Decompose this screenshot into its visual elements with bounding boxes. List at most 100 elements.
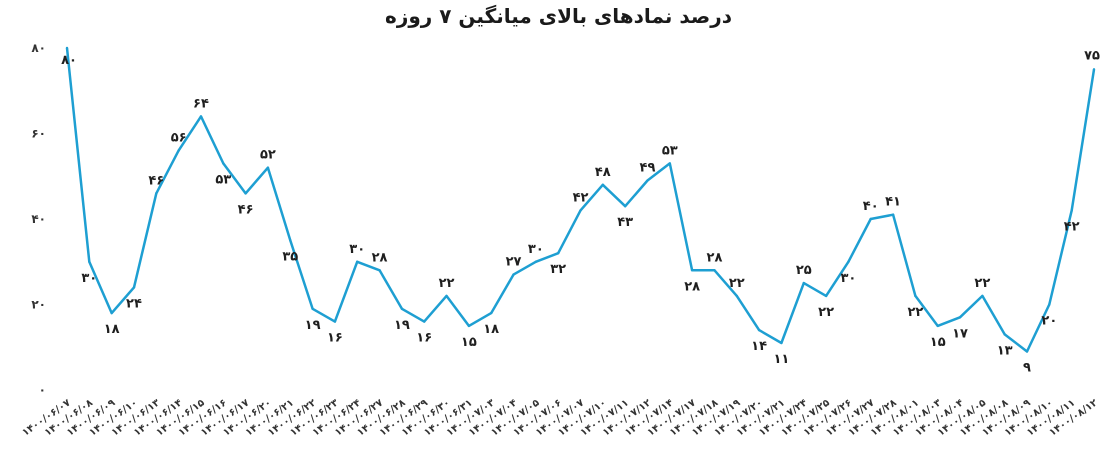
y-tick-label: ۴۰ [31,212,46,226]
data-point [266,166,270,169]
data-label: ۳۰ [840,271,856,286]
data-point [1048,303,1051,306]
data-label: ۶۴ [193,96,209,111]
data-label: ۲۸ [684,279,700,294]
data-point [1025,350,1029,353]
data-label: ۱۵ [461,335,477,350]
data-point [512,273,515,276]
data-point [333,320,337,323]
y-tick-label: ۲۰ [31,298,46,312]
data-point [467,324,471,328]
data-point [177,149,180,152]
data-point [914,294,917,298]
y-tick-label: ۸۰ [31,41,46,55]
data-point [65,46,69,50]
data-point [556,252,560,255]
data-label: ۴۲ [573,190,589,205]
data-label: ۱۴ [751,339,767,354]
data-point [199,115,203,118]
data-point [423,320,426,323]
data-label: ۲۷ [506,255,522,270]
data-point [981,294,984,298]
data-label: ۲۸ [372,250,388,265]
data-label: ۱۷ [952,326,968,341]
data-label: ۱۸ [483,322,499,337]
data-point [735,294,738,298]
data-point [132,286,136,289]
data-label: ۵۳ [662,143,678,158]
data-point [378,269,381,272]
data-point [757,328,761,332]
data-point [690,269,694,272]
data-label: ۲۲ [439,276,455,291]
data-label: ۳۰ [81,271,97,286]
data-label: ۲۴ [126,296,142,311]
data-label: ۲۲ [907,305,923,320]
data-label: ۲۰ [1041,314,1057,329]
data-label: ۳۰ [349,242,365,257]
data-label: ۴۹ [640,161,656,176]
data-label: ۴۰ [863,199,879,214]
data-point [1092,68,1096,71]
data-label: ۲۲ [818,305,834,320]
data-label: ۳۰ [528,242,544,257]
data-point [155,192,158,195]
chart-title: درصد نمادهای بالای میانگین ۷ روزه [385,4,732,28]
data-label: ۱۶ [416,331,432,346]
data-point [534,260,538,263]
data-label: ۴۶ [238,202,254,217]
data-point [936,324,939,328]
data-label: ۲۸ [707,250,723,265]
data-label: ۴۸ [595,165,611,180]
data-label: ۴۲ [1064,219,1080,234]
data-label: ۳۲ [550,262,566,277]
data-point [311,307,314,310]
data-point [289,239,292,242]
data-point [891,213,895,216]
data-point [489,311,493,315]
data-point [110,311,113,315]
data-point [958,316,962,319]
data-label: ۱۵ [930,335,946,350]
data-point [646,179,649,182]
data-point [847,260,850,263]
data-point [780,341,783,345]
data-label: ۳۵ [282,249,298,264]
x-axis: ۱۴۰۰/۰۶/۰۷۱۴۰۰/۰۶/۰۸۱۴۰۰/۰۶/۰۹۱۴۰۰/۰۶/۱۰… [20,397,1099,438]
data-label: ۱۸ [104,322,120,337]
data-label: ۱۱ [773,352,789,367]
data-label: ۵۶ [171,131,187,146]
data-point [222,162,225,165]
data-point [400,307,404,310]
data-point [244,192,247,195]
data-label: ۵۳ [215,172,231,187]
data-point [802,281,805,285]
data-label: ۲۲ [974,276,990,291]
y-axis: ۰ ۲۰ ۴۰ ۶۰ ۸۰ [31,41,46,397]
data-label: ۲۲ [729,276,745,291]
data-label: ۸۰ [61,53,77,68]
data-label: ۹ [1023,361,1031,376]
data-label: ۵۲ [260,148,276,163]
data-point [579,209,582,212]
series-line-group [65,46,1096,353]
data-labels: ۸۰ ۳۰ ۱۸ ۲۴ ۴۶ ۵۶ ۶۴ ۵۳ ۴۶ ۵۲ ۳۵ ۱۹ ۱۶ ۳۰ ۲۸ ۱۹ ۱۶ ۲۲ ۱۵ ۱۸… [61,48,1100,375]
y-tick-label: ۰ [39,383,46,397]
data-label: ۴۶ [148,173,164,188]
data-point [668,162,672,165]
data-label: ۱۶ [327,331,343,346]
data-label: ۱۹ [394,318,410,333]
data-label: ۴۳ [617,215,633,230]
y-tick-label: ۶۰ [31,127,46,141]
data-point [445,294,448,298]
data-point [356,260,359,263]
data-label: ۱۳ [997,343,1013,358]
data-label: ۲۵ [796,263,812,278]
data-point [824,294,828,298]
data-point [1070,209,1073,212]
data-label: ۴۱ [885,195,901,210]
data-point [601,183,605,186]
data-point [88,260,91,263]
data-point [1003,333,1006,336]
